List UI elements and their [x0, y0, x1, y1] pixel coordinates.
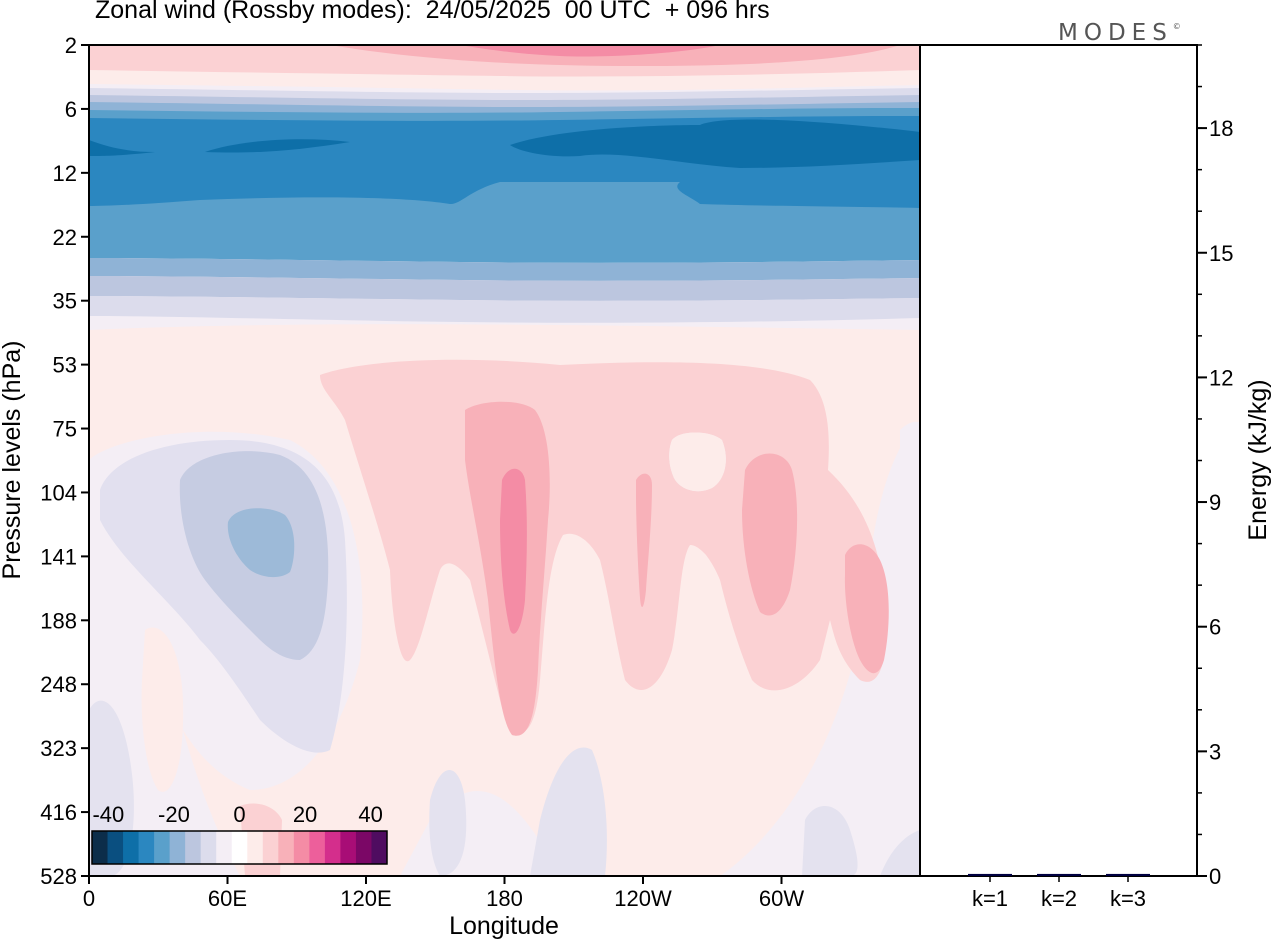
- contour-region: [89, 296, 920, 323]
- x-tick-label: 180: [486, 886, 523, 911]
- colorbar-swatch: [371, 831, 388, 864]
- y-tick-label: 528: [40, 864, 77, 889]
- contour-region: [205, 139, 350, 153]
- colorbar-tick-label: 20: [293, 802, 317, 827]
- y-tick-label: 416: [40, 800, 77, 825]
- y-tick-label: 22: [53, 225, 77, 250]
- colorbar-swatch: [293, 831, 310, 864]
- contour-region: [320, 359, 887, 732]
- longitude-axis: 0 60E 120E 180 120W 60W: [83, 876, 804, 911]
- wind-field-panel: [89, 45, 920, 876]
- colorbar-tick-label: -20: [158, 802, 190, 827]
- colorbar-swatch: [231, 831, 248, 864]
- y-tick-label: 35: [53, 289, 77, 314]
- wavenumber-axis: k=1 k=2 k=3: [972, 876, 1146, 911]
- colorbar-swatch: [154, 831, 171, 864]
- pressure-axis: 2 6 12 22 35 53 75 104 141 188 248 323 416 528: [40, 33, 89, 889]
- energy-tick-label: 9: [1209, 490, 1221, 515]
- contour-region: [530, 747, 607, 876]
- energy-panel: 0 3 6 9 12 15 18 k=1 k=2 k=3 Energy (kJ/kg): [919, 44, 1272, 911]
- energy-tick-label: 3: [1209, 739, 1221, 764]
- energy-tick-label: 12: [1209, 365, 1233, 390]
- x-tick-label: 60E: [208, 886, 247, 911]
- energy-tick-label: 18: [1209, 116, 1233, 141]
- colorbar-tick-label: 40: [358, 802, 382, 827]
- y-tick-label: 75: [53, 417, 77, 442]
- contour-region: [89, 258, 920, 281]
- energy-bar: [1106, 873, 1150, 876]
- colorbar-swatch: [309, 831, 326, 864]
- y-axis-label: Pressure levels (hPa): [0, 341, 26, 580]
- colorbar-tick-label: -40: [92, 802, 124, 827]
- contour-region: [89, 140, 155, 156]
- x-axis-label: Longitude: [449, 912, 559, 940]
- energy-axis: 0 3 6 9 12 15 18: [1197, 44, 1233, 889]
- colorbar-tick-label: 0: [233, 802, 245, 827]
- x-tick-label: 60W: [759, 886, 804, 911]
- chart-title: Zonal wind (Rossby modes): 24/05/2025 00…: [95, 0, 770, 24]
- contour-region: [500, 468, 527, 634]
- colorbar-swatch: [247, 831, 264, 864]
- energy-bar: [1037, 873, 1081, 876]
- x-tick-label: 120W: [614, 886, 672, 911]
- colorbar-swatch: [123, 831, 140, 864]
- contour-region: [460, 45, 720, 57]
- contour-region: [227, 508, 295, 578]
- colorbar-swatch: [185, 831, 202, 864]
- contour-region: [669, 432, 726, 492]
- colorbar-swatch: [138, 831, 155, 864]
- y-tick-label: 248: [40, 672, 77, 697]
- y-tick-label: 53: [53, 353, 77, 378]
- contour-region: [89, 276, 920, 301]
- modes-logo: MODES©: [1058, 20, 1181, 46]
- energy-bar: [968, 873, 1012, 876]
- y-tick-label: 12: [53, 161, 77, 186]
- contour-region: [562, 536, 617, 682]
- x-tick-label: 0: [83, 886, 95, 911]
- y-tick-label: 2: [65, 33, 77, 58]
- colorbar-swatch: [324, 831, 341, 864]
- colorbar-swatch: [200, 831, 217, 864]
- energy-axis-label: Energy (kJ/kg): [1244, 379, 1272, 540]
- y-tick-label: 188: [40, 608, 77, 633]
- contour-region: [742, 453, 798, 616]
- energy-tick-label: 0: [1209, 864, 1221, 889]
- colorbar-swatch: [340, 831, 357, 864]
- contour-region: [636, 473, 652, 608]
- colorbar-swatch: [355, 831, 372, 864]
- contour-region: [429, 770, 467, 876]
- colorbar-swatch: [107, 831, 124, 864]
- energy-frame: [919, 44, 1198, 877]
- logo-text: MODES: [1058, 20, 1173, 46]
- contour-region: [690, 549, 721, 680]
- energy-tick-label: 15: [1209, 241, 1233, 266]
- colorbar-swatch: [278, 831, 295, 864]
- energy-bars: [968, 873, 1150, 876]
- wavenumber-label: k=2: [1041, 886, 1077, 911]
- colorbar-swatch: [262, 831, 279, 864]
- wavenumber-label: k=3: [1110, 886, 1146, 911]
- contour-region: [802, 806, 858, 876]
- y-tick-label: 323: [40, 736, 77, 761]
- contour-region: [880, 830, 920, 876]
- energy-tick-label: 6: [1209, 615, 1221, 640]
- contour-region: [844, 544, 889, 674]
- colorbar: -40 -20 0 20 40: [91, 802, 388, 865]
- colorbar-swatch: [92, 831, 109, 864]
- colorbar-swatch: [169, 831, 186, 864]
- x-tick-label: 120E: [340, 886, 391, 911]
- wavenumber-label: k=1: [972, 886, 1008, 911]
- contour-region: [141, 627, 184, 792]
- y-tick-label: 6: [65, 97, 77, 122]
- colorbar-swatch: [216, 831, 233, 864]
- logo-mark: ©: [1172, 22, 1181, 31]
- contour-region: [900, 421, 920, 560]
- y-tick-label: 141: [40, 544, 77, 569]
- y-tick-label: 104: [40, 480, 77, 505]
- colorbar-frame: [91, 830, 388, 865]
- contour-region: [510, 119, 920, 168]
